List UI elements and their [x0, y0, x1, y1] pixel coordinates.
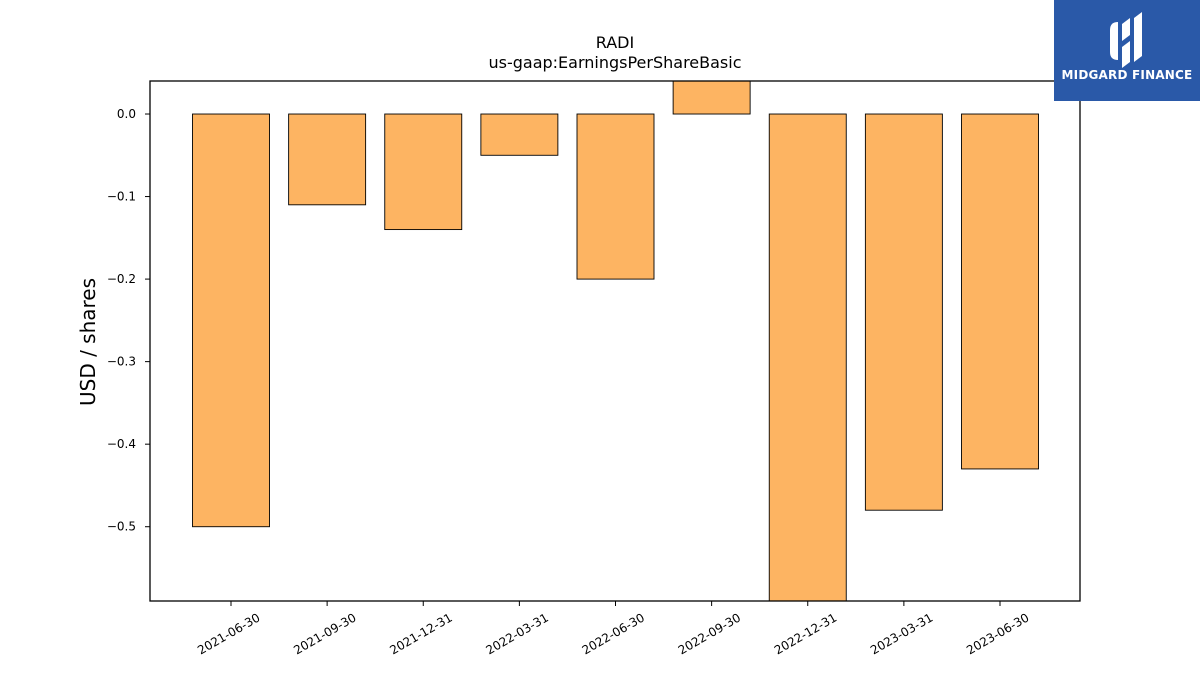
brand-logo: MIDGARD FINANCE [1054, 0, 1200, 101]
x-axis: 2021-06-30 2021-09-30 2021-12-31 2022-03-31… [195, 601, 1032, 657]
chart-title: RADI [596, 33, 634, 52]
y-tick-label: −0.4 [107, 437, 136, 451]
y-tick-label: −0.3 [107, 355, 136, 369]
bar-2023-06-30 [961, 113, 1039, 470]
x-tick-label: 2022-09-30 [676, 610, 743, 657]
y-tick-label: −0.1 [107, 190, 136, 204]
bar-2021-09-30 [288, 113, 367, 206]
bar-2023-03-31 [864, 113, 943, 511]
y-axis-label: USD / shares [76, 278, 100, 406]
x-tick-label: 2023-06-30 [964, 610, 1031, 657]
y-tick-label: 0.0 [117, 107, 136, 121]
x-tick-label: 2021-12-31 [387, 610, 454, 657]
x-tick-label: 2022-06-30 [580, 610, 647, 657]
bar-2022-12-31 [768, 113, 847, 602]
x-tick-label: 2023-03-31 [868, 610, 935, 657]
y-tick-label: −0.2 [107, 272, 136, 286]
bars-layer [192, 80, 1039, 602]
y-tick-label: −0.5 [107, 520, 136, 534]
x-tick-label: 2021-06-30 [195, 610, 262, 657]
y-axis: 0.0 −0.1 −0.2 −0.3 −0.4 −0.5 [107, 107, 150, 534]
bar-2022-06-30 [576, 113, 655, 280]
logo-text: MIDGARD FINANCE [1061, 68, 1193, 82]
x-tick-label: 2022-03-31 [483, 610, 550, 657]
plot-frame [149, 80, 1081, 602]
x-tick-label: 2021-09-30 [291, 610, 358, 657]
bar-2022-09-30 [672, 80, 751, 115]
bar-2021-06-30 [192, 113, 270, 528]
chart-subtitle: us-gaap:EarningsPerShareBasic [488, 53, 741, 72]
bar-2021-12-31 [384, 113, 463, 231]
x-tick-label: 2022-12-31 [772, 610, 839, 657]
midgard-logo-icon [1110, 12, 1142, 68]
bar-2022-03-31 [480, 113, 559, 156]
